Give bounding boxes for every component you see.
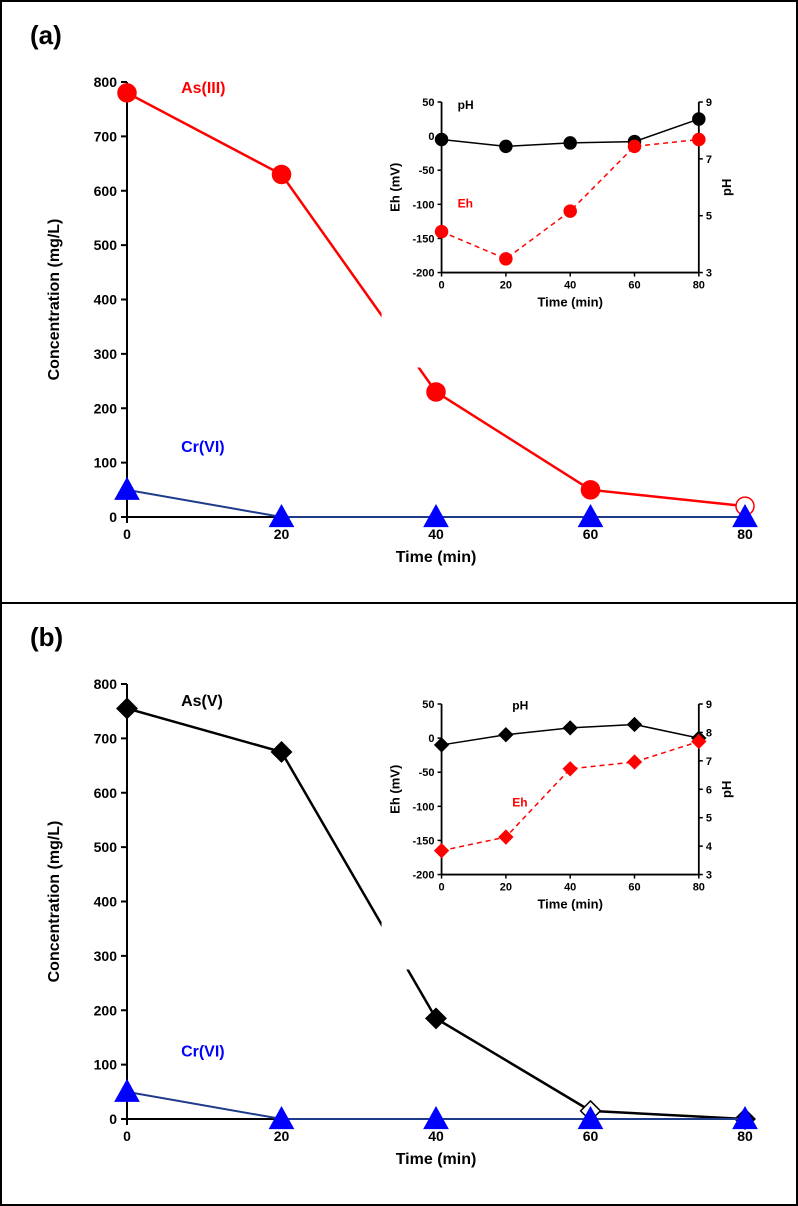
- svg-text:100: 100: [94, 1057, 118, 1073]
- svg-text:40: 40: [428, 526, 444, 542]
- svg-text:500: 500: [94, 839, 118, 855]
- svg-text:300: 300: [94, 346, 118, 362]
- svg-text:Eh (mV): Eh (mV): [388, 163, 403, 212]
- svg-text:40: 40: [564, 280, 576, 292]
- svg-text:-150: -150: [413, 233, 435, 245]
- panel-a-charts: 0100200300400500600700800020406080Time (…: [32, 62, 766, 582]
- svg-text:7: 7: [706, 154, 712, 166]
- svg-text:-150: -150: [413, 835, 435, 847]
- svg-text:-50: -50: [419, 767, 435, 779]
- svg-text:pH: pH: [512, 698, 528, 712]
- svg-text:Eh: Eh: [458, 197, 473, 211]
- svg-text:-200: -200: [413, 268, 435, 280]
- svg-text:4: 4: [706, 841, 713, 853]
- svg-text:40: 40: [564, 882, 576, 894]
- svg-text:Time (min): Time (min): [537, 295, 603, 310]
- svg-text:Cr(VI): Cr(VI): [181, 439, 225, 456]
- panel-a-svg: 0100200300400500600700800020406080Time (…: [32, 62, 770, 582]
- svg-text:50: 50: [422, 699, 434, 711]
- svg-text:-100: -100: [413, 801, 435, 813]
- svg-text:80: 80: [737, 1128, 753, 1144]
- svg-text:400: 400: [94, 292, 118, 308]
- svg-text:0: 0: [438, 882, 444, 894]
- svg-text:60: 60: [583, 1128, 599, 1144]
- svg-text:20: 20: [274, 1128, 290, 1144]
- svg-text:200: 200: [94, 1002, 118, 1018]
- svg-text:0: 0: [123, 1128, 131, 1144]
- svg-text:800: 800: [94, 676, 118, 692]
- svg-text:700: 700: [94, 730, 118, 746]
- panel-b: (b) 0100200300400500600700800020406080Ti…: [2, 604, 796, 1204]
- svg-text:0: 0: [428, 131, 434, 143]
- svg-text:Time (min): Time (min): [396, 1151, 477, 1168]
- panel-a: (a) 0100200300400500600700800020406080Ti…: [2, 2, 796, 604]
- svg-text:60: 60: [628, 280, 640, 292]
- svg-text:-50: -50: [419, 165, 435, 177]
- svg-text:Cr(VI): Cr(VI): [181, 1043, 225, 1060]
- panel-b-svg: 0100200300400500600700800020406080Time (…: [32, 664, 770, 1184]
- figure-container: (a) 0100200300400500600700800020406080Ti…: [0, 0, 798, 1206]
- svg-text:3: 3: [706, 268, 712, 280]
- svg-text:6: 6: [706, 784, 712, 796]
- svg-text:Time (min): Time (min): [396, 549, 477, 566]
- svg-text:60: 60: [628, 882, 640, 894]
- svg-text:9: 9: [706, 97, 712, 109]
- svg-text:700: 700: [94, 128, 118, 144]
- svg-text:80: 80: [693, 280, 705, 292]
- svg-text:As(V): As(V): [181, 693, 223, 710]
- svg-text:-100: -100: [413, 199, 435, 211]
- svg-text:9: 9: [706, 699, 712, 711]
- svg-text:As(III): As(III): [181, 80, 225, 97]
- svg-text:Time (min): Time (min): [537, 897, 603, 912]
- svg-text:Eh: Eh: [512, 795, 527, 809]
- svg-text:80: 80: [737, 526, 753, 542]
- svg-text:Concentration (mg/L): Concentration (mg/L): [46, 821, 63, 983]
- svg-text:800: 800: [94, 74, 118, 90]
- svg-text:3: 3: [706, 870, 712, 882]
- panel-b-charts: 0100200300400500600700800020406080Time (…: [32, 664, 766, 1184]
- svg-text:100: 100: [94, 455, 118, 471]
- svg-text:0: 0: [109, 509, 117, 525]
- svg-text:7: 7: [706, 756, 712, 768]
- svg-text:50: 50: [422, 97, 434, 109]
- svg-text:20: 20: [500, 280, 512, 292]
- svg-text:300: 300: [94, 948, 118, 964]
- svg-text:600: 600: [94, 183, 118, 199]
- svg-text:pH: pH: [719, 179, 734, 196]
- svg-text:Eh (mV): Eh (mV): [388, 765, 403, 814]
- svg-text:0: 0: [109, 1111, 117, 1127]
- panel-a-label: (a): [30, 20, 62, 51]
- svg-text:0: 0: [438, 280, 444, 292]
- svg-text:pH: pH: [719, 781, 734, 798]
- svg-text:500: 500: [94, 237, 118, 253]
- svg-text:40: 40: [428, 1128, 444, 1144]
- svg-text:20: 20: [274, 526, 290, 542]
- svg-text:-200: -200: [413, 870, 435, 882]
- svg-text:20: 20: [500, 882, 512, 894]
- svg-text:200: 200: [94, 400, 118, 416]
- svg-text:8: 8: [706, 727, 712, 739]
- svg-text:600: 600: [94, 785, 118, 801]
- panel-b-label: (b): [30, 622, 63, 653]
- svg-text:400: 400: [94, 894, 118, 910]
- svg-text:0: 0: [123, 526, 131, 542]
- svg-text:80: 80: [693, 882, 705, 894]
- svg-text:5: 5: [706, 211, 712, 223]
- svg-text:0: 0: [428, 733, 434, 745]
- svg-text:Concentration (mg/L): Concentration (mg/L): [46, 219, 63, 381]
- svg-text:5: 5: [706, 813, 712, 825]
- svg-text:pH: pH: [458, 98, 474, 112]
- svg-text:60: 60: [583, 526, 599, 542]
